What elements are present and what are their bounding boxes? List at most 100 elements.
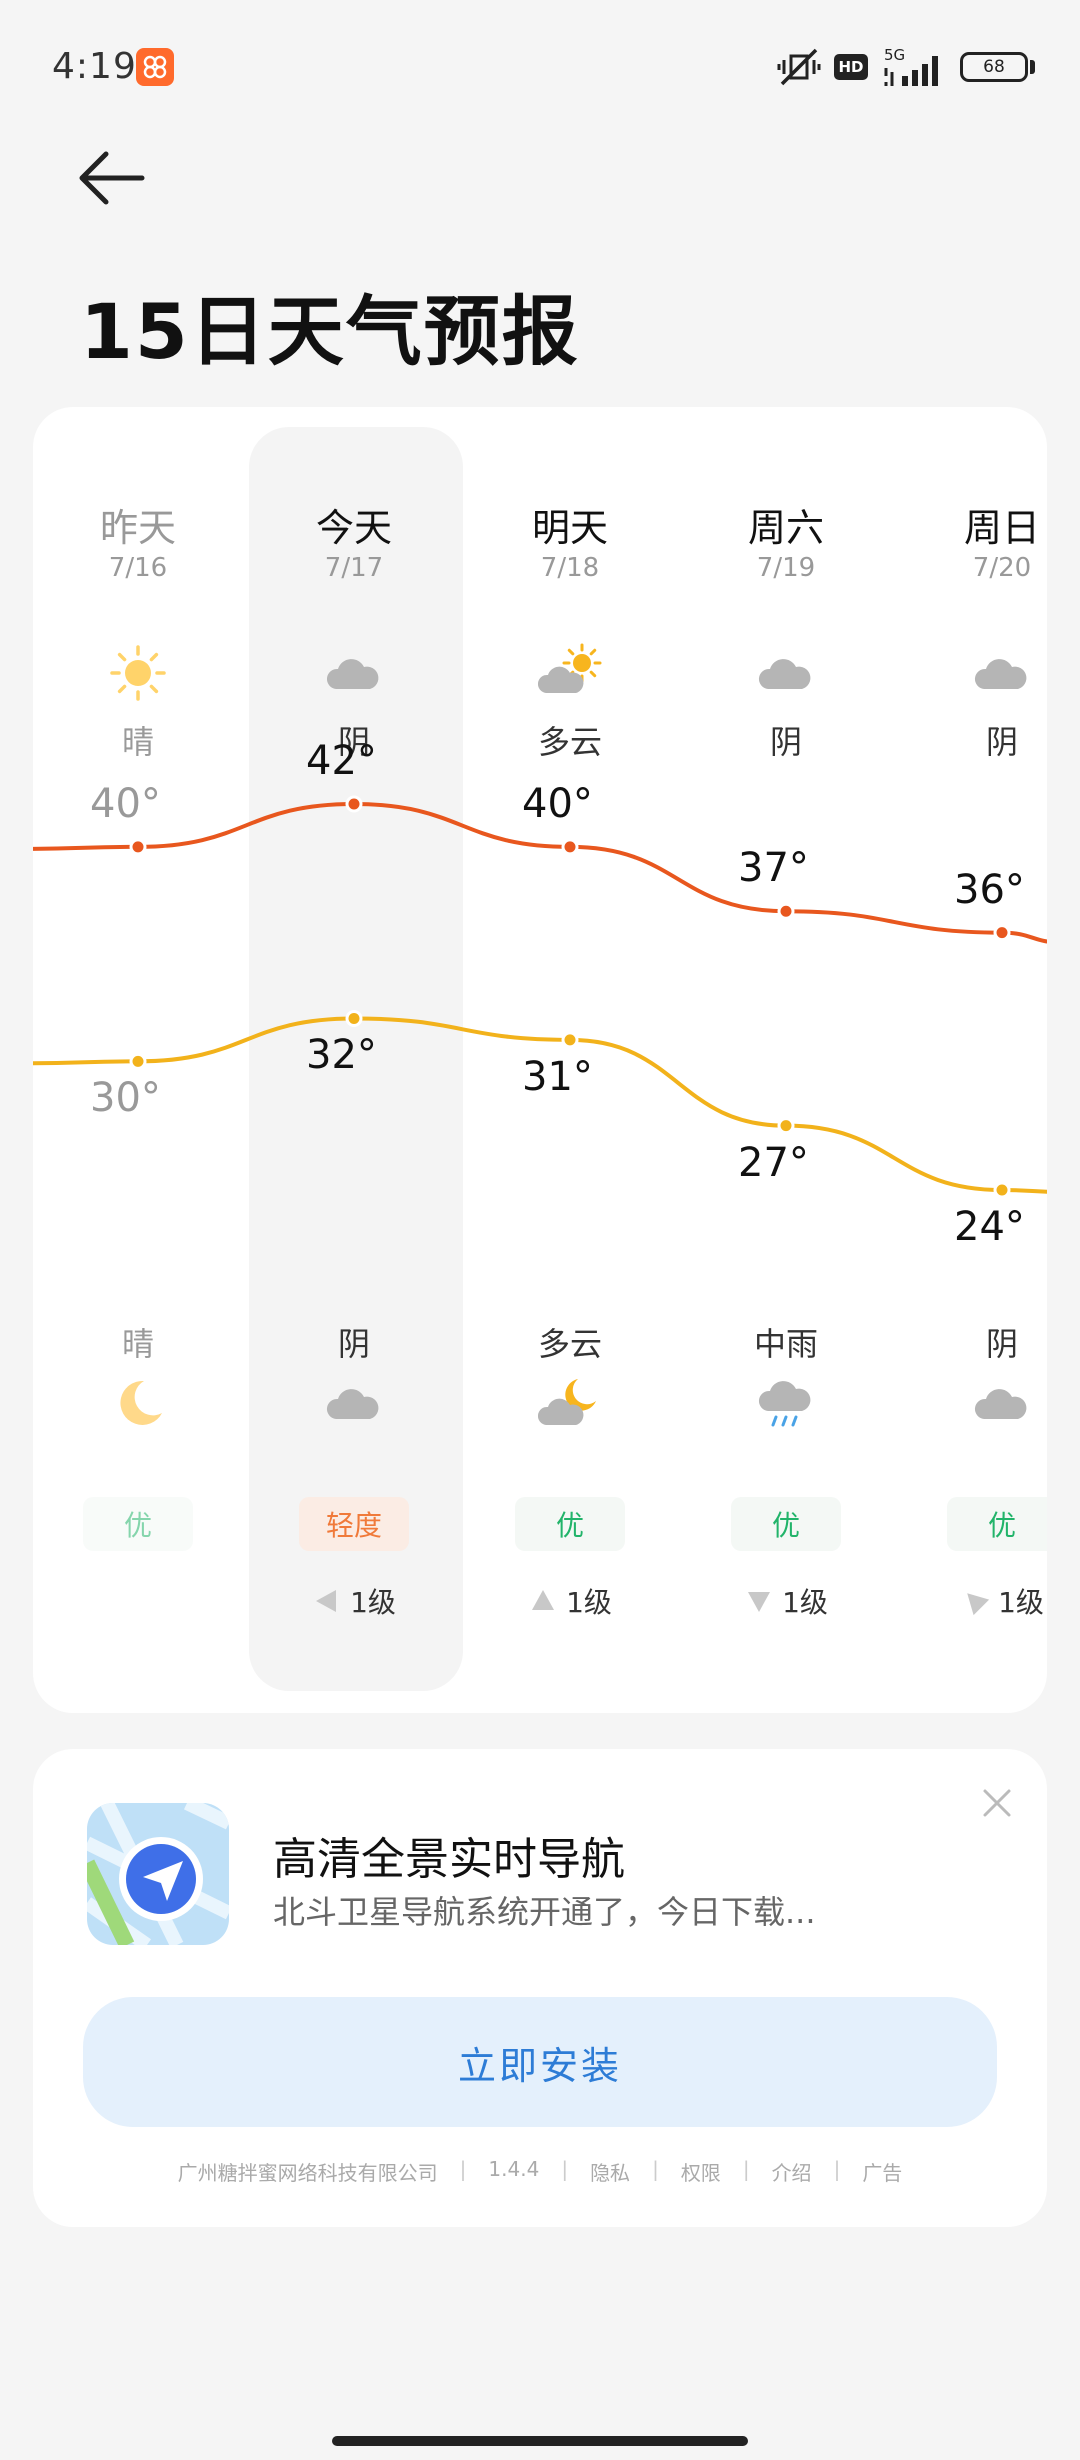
night-condition: 多云	[537, 1325, 602, 1363]
high-temp-label: 42°	[306, 738, 377, 784]
low-temp-point	[561, 1031, 579, 1049]
cloud-icon	[247, 643, 461, 703]
separator: |	[833, 2157, 841, 2181]
close-icon[interactable]	[979, 1785, 1015, 1821]
partly-cloudy-day-icon	[463, 643, 677, 703]
aqi-badge: 优	[947, 1497, 1047, 1551]
high-temp-point	[561, 838, 579, 856]
battery-tip	[1030, 60, 1035, 74]
partly-cloudy-night-icon	[463, 1373, 677, 1433]
wind-direction-icon	[967, 1593, 990, 1616]
day-name: 周六	[747, 506, 824, 550]
forecast-card: 昨天 7/16 晴晴优今天 7/17 阴阴轻度 1级 明天 7/18 多云 多云优 1级 周六 7/19…	[33, 407, 1047, 1713]
separator: |	[561, 2157, 569, 2181]
signal-icon: 5G	[884, 46, 938, 86]
low-temp-point	[993, 1181, 1011, 1199]
high-temp-label: 40°	[90, 780, 161, 827]
high-temp-point	[777, 902, 795, 920]
day-date: 7/17	[324, 553, 384, 583]
wind-level: 1级	[679, 1581, 893, 1621]
high-temp-label: 37°	[738, 845, 809, 892]
wind-direction-icon	[532, 1590, 555, 1610]
ad-card: 高清全景实时导航 北斗卫星导航系统开通了，今日下载... 立即安装 广州糖拌蜜网…	[33, 1749, 1047, 2227]
low-temp-label: 31°	[522, 1053, 593, 1100]
low-temp-point	[777, 1117, 795, 1135]
day-condition: 阴	[769, 723, 802, 761]
separator: |	[742, 2157, 750, 2181]
low-temp-label: 27°	[738, 1139, 809, 1186]
ad-developer: 广州糖拌蜜网络科技有限公司	[177, 2161, 438, 2185]
ad-intro-link[interactable]: 介绍	[771, 2161, 812, 2185]
wind-level-text: 1级	[998, 1586, 1044, 1619]
night-condition: 阴	[985, 1325, 1018, 1363]
low-temp-point	[345, 1009, 363, 1027]
aqi-badge: 优	[731, 1497, 841, 1551]
day-condition: 晴	[121, 723, 154, 761]
page-title: 15日天气预报	[80, 287, 580, 376]
day-date: 7/16	[108, 553, 168, 583]
night-condition: 中雨	[753, 1325, 818, 1363]
ad-privacy-link[interactable]: 隐私	[590, 2161, 631, 2185]
ad-title: 高清全景实时导航	[273, 1834, 625, 1885]
high-temp-point	[993, 924, 1011, 942]
cloud-icon	[895, 643, 1047, 703]
ad-permissions-link[interactable]: 权限	[680, 2161, 721, 2185]
low-temp-point	[129, 1052, 147, 1070]
status-time: 4:19	[52, 46, 137, 87]
high-temp-label: 40°	[522, 780, 593, 827]
cloud-icon	[247, 1373, 461, 1433]
wind-level-text: 1级	[782, 1586, 828, 1619]
app-notification-icon	[136, 48, 174, 86]
day-name: 昨天	[99, 506, 176, 550]
cloud-icon	[895, 1373, 1047, 1433]
today-highlight	[249, 427, 463, 1691]
ad-label: 广告	[862, 2161, 903, 2185]
install-button[interactable]: 立即安装	[83, 1997, 997, 2127]
day-date: 7/18	[540, 553, 600, 583]
wind-level: 1级	[895, 1581, 1047, 1621]
ad-footer: 广州糖拌蜜网络科技有限公司 | 1.4.4 | 隐私 | 权限 | 介绍 | 广…	[33, 2157, 1047, 2186]
day-name: 今天	[315, 506, 392, 550]
temperature-chart	[33, 795, 1047, 1199]
battery-icon: 68	[960, 52, 1028, 82]
aqi-badge: 优	[83, 1497, 193, 1551]
cloud-icon	[679, 643, 893, 703]
separator: |	[652, 2157, 659, 2181]
day-date: 7/19	[756, 553, 816, 583]
night-condition: 阴	[337, 1325, 370, 1363]
high-temp-line	[33, 801, 1047, 944]
network-type: 5G	[884, 46, 905, 64]
sun-icon	[33, 643, 245, 703]
day-condition: 多云	[537, 723, 602, 761]
rain-icon	[679, 1373, 893, 1433]
wind-level-text: 1级	[350, 1586, 396, 1619]
night-condition: 晴	[121, 1325, 154, 1363]
ad-version: 1.4.4	[488, 2157, 540, 2181]
wind-level: 1级	[463, 1581, 677, 1621]
aqi-badge: 轻度	[299, 1497, 409, 1551]
separator: |	[459, 2157, 467, 2181]
vibrate-mute-icon	[777, 48, 821, 86]
back-arrow-icon[interactable]	[76, 150, 146, 206]
low-temp-label: 32°	[306, 1032, 377, 1079]
wind-level: 1级	[247, 1581, 461, 1621]
wind-level-text: 1级	[566, 1586, 612, 1619]
navigation-app-icon[interactable]	[87, 1803, 229, 1945]
low-temp-label: 30°	[90, 1075, 161, 1122]
low-temp-label: 24°	[954, 1204, 1025, 1250]
day-name: 明天	[531, 506, 608, 550]
day-condition: 阴	[985, 723, 1018, 761]
wind-direction-icon	[316, 1590, 337, 1612]
wind-direction-icon	[748, 1592, 771, 1612]
ad-subtitle: 北斗卫星导航系统开通了，今日下载...	[273, 1893, 816, 1931]
aqi-badge: 优	[515, 1497, 625, 1551]
status-bar: 4:19 HD 5G 68	[0, 0, 1080, 140]
moon-icon	[33, 1373, 245, 1433]
high-temp-point	[129, 838, 147, 856]
day-name: 周日	[963, 506, 1040, 550]
high-temp-label: 36°	[954, 866, 1025, 913]
day-condition: 阴	[337, 723, 370, 761]
high-temp-point	[345, 795, 363, 813]
day-date: 7/20	[972, 553, 1032, 583]
low-temp-line	[33, 1016, 1047, 1194]
